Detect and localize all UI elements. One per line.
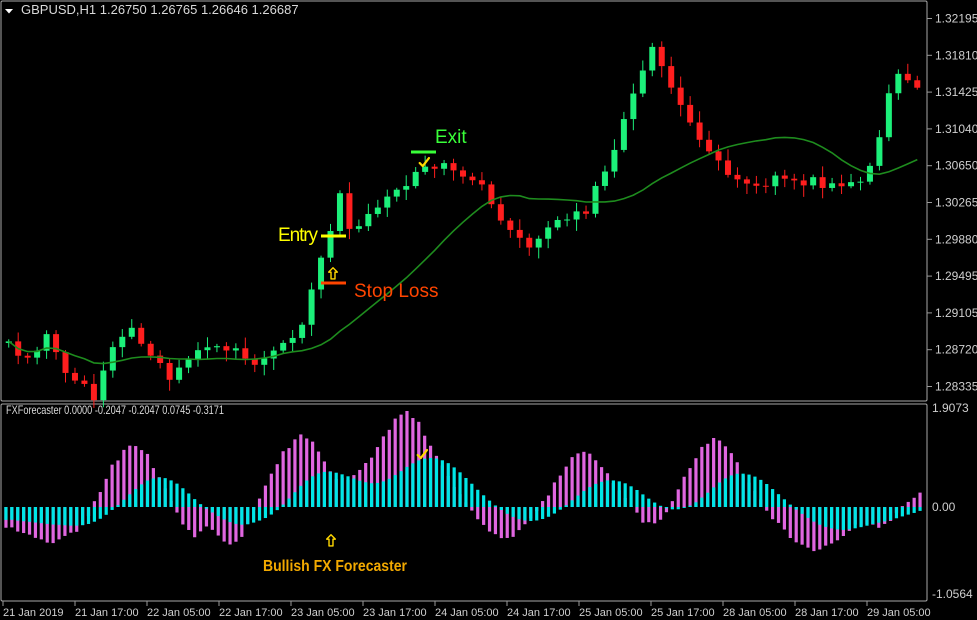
svg-text:1.31810: 1.31810 [935,48,977,62]
svg-text:1.29880: 1.29880 [935,232,977,246]
svg-text:23 Jan 17:00: 23 Jan 17:00 [363,607,427,619]
svg-text:1.31040: 1.31040 [935,122,977,136]
svg-text:25 Jan 17:00: 25 Jan 17:00 [651,607,715,619]
svg-text:22 Jan 05:00: 22 Jan 05:00 [147,607,211,619]
svg-text:Stop Loss: Stop Loss [354,281,439,302]
svg-text:1.29495: 1.29495 [935,269,977,283]
svg-text:-1.0564: -1.0564 [932,587,973,601]
svg-text:1.28720: 1.28720 [935,343,977,357]
svg-text:1.32195: 1.32195 [935,12,977,26]
svg-text:GBPUSD,H1 1.26750 1.26765 1.: GBPUSD,H1 1.26750 1.26765 1.26646 1.2668… [21,2,299,17]
svg-text:1.9073: 1.9073 [932,401,969,415]
svg-text:Bullish FX Forecaster: Bullish FX Forecaster [263,558,407,575]
svg-text:24 Jan 05:00: 24 Jan 05:00 [435,607,499,619]
svg-text:1.28335: 1.28335 [935,380,977,394]
svg-text:0.00: 0.00 [932,500,956,514]
svg-text:28 Jan 17:00: 28 Jan 17:00 [795,607,859,619]
svg-text:29 Jan 05:00: 29 Jan 05:00 [867,607,931,619]
svg-text:22 Jan 17:00: 22 Jan 17:00 [219,607,283,619]
svg-text:21 Jan 17:00: 21 Jan 17:00 [75,607,139,619]
svg-text:1.31425: 1.31425 [935,85,977,99]
svg-text:FXForecaster 0.0000 -0.2047 -0: FXForecaster 0.0000 -0.2047 -0.2047 0.07… [6,403,224,417]
svg-text:25 Jan 05:00: 25 Jan 05:00 [579,607,643,619]
svg-text:1.30265: 1.30265 [935,196,977,210]
svg-text:Exit: Exit [435,127,467,148]
svg-text:28 Jan 05:00: 28 Jan 05:00 [723,607,787,619]
svg-text:21 Jan 2019: 21 Jan 2019 [3,607,64,619]
svg-text:23 Jan 05:00: 23 Jan 05:00 [291,607,355,619]
svg-text:1.29105: 1.29105 [935,306,977,320]
svg-text:1.30650: 1.30650 [935,159,977,173]
svg-text:Entry: Entry [278,225,319,246]
svg-text:24 Jan 17:00: 24 Jan 17:00 [507,607,571,619]
